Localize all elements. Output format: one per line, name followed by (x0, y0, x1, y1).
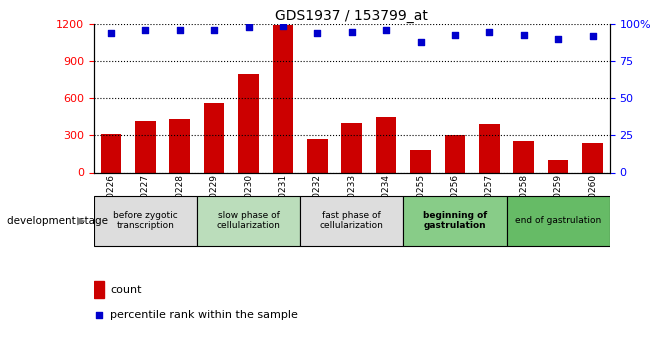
Text: percentile rank within the sample: percentile rank within the sample (110, 310, 297, 319)
Point (553, 36, 563, 42)
Text: development stage: development stage (7, 216, 108, 226)
Bar (582, 143, 603, 172)
Bar (479, 124, 500, 172)
Text: slow phase of
cellularization: slow phase of cellularization (216, 211, 281, 230)
Title: GDS1937 / 153799_at: GDS1937 / 153799_at (275, 9, 428, 23)
Text: end of gastrulation: end of gastrulation (515, 216, 601, 225)
Bar (204, 103, 224, 172)
Text: ▶: ▶ (77, 216, 86, 226)
Text: count: count (110, 285, 141, 295)
Point (140, 27, 151, 33)
Point (93, 312, 104, 317)
Bar (239, 73, 259, 172)
Bar (273, 26, 293, 172)
Point (312, 30, 323, 36)
Bar (445, 135, 465, 172)
Bar (513, 141, 534, 172)
Point (450, 32, 460, 37)
Text: beginning of
gastrulation: beginning of gastrulation (423, 211, 487, 230)
Bar (100, 134, 121, 172)
Bar (410, 150, 431, 172)
Point (346, 29, 357, 34)
Point (277, 23, 288, 28)
Text: fast phase of
cellularization: fast phase of cellularization (320, 211, 384, 230)
Point (174, 27, 185, 33)
Bar (403, 196, 507, 246)
Point (415, 39, 426, 45)
Bar (135, 120, 155, 172)
Point (587, 33, 598, 39)
Bar (507, 196, 610, 246)
Bar (548, 159, 568, 172)
Text: before zygotic
transcription: before zygotic transcription (113, 211, 178, 230)
Point (209, 27, 220, 33)
Point (106, 30, 117, 36)
Bar (307, 139, 328, 172)
Bar (300, 196, 403, 246)
Bar (170, 119, 190, 172)
Point (484, 29, 494, 34)
Point (243, 24, 254, 30)
Bar (94, 196, 197, 246)
Bar (197, 196, 300, 246)
Bar (94, 281, 104, 298)
Point (519, 32, 529, 37)
Bar (342, 123, 362, 172)
Bar (376, 117, 397, 172)
Point (381, 27, 391, 33)
